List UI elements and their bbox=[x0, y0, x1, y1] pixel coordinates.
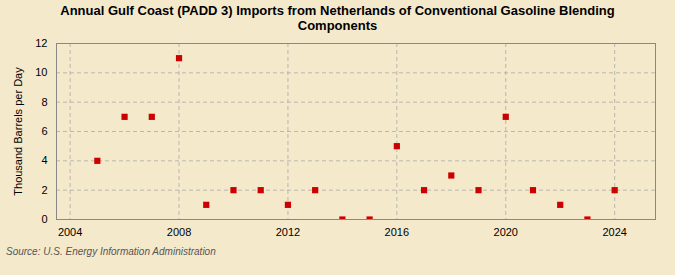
svg-text:2024: 2024 bbox=[602, 226, 626, 238]
svg-text:Thousand Barrels per Day: Thousand Barrels per Day bbox=[12, 67, 24, 196]
svg-text:0: 0 bbox=[41, 213, 47, 225]
svg-text:2004: 2004 bbox=[58, 226, 82, 238]
svg-text:8: 8 bbox=[41, 96, 47, 108]
svg-text:10: 10 bbox=[35, 66, 47, 78]
svg-text:2: 2 bbox=[41, 184, 47, 196]
svg-text:2020: 2020 bbox=[494, 226, 518, 238]
svg-text:6: 6 bbox=[41, 125, 47, 137]
svg-text:4: 4 bbox=[41, 154, 47, 166]
svg-text:2012: 2012 bbox=[276, 226, 300, 238]
svg-text:2008: 2008 bbox=[167, 226, 191, 238]
svg-text:2016: 2016 bbox=[385, 226, 409, 238]
html-text:Source: U.S. Energy Informatio: Source: U.S. Energy Information Administ… bbox=[6, 246, 216, 257]
html-text:Annual Gulf Coast (PADD 3) Imp: Annual Gulf Coast (PADD 3) Imports from … bbox=[60, 3, 615, 33]
svg-text:12: 12 bbox=[35, 37, 47, 49]
